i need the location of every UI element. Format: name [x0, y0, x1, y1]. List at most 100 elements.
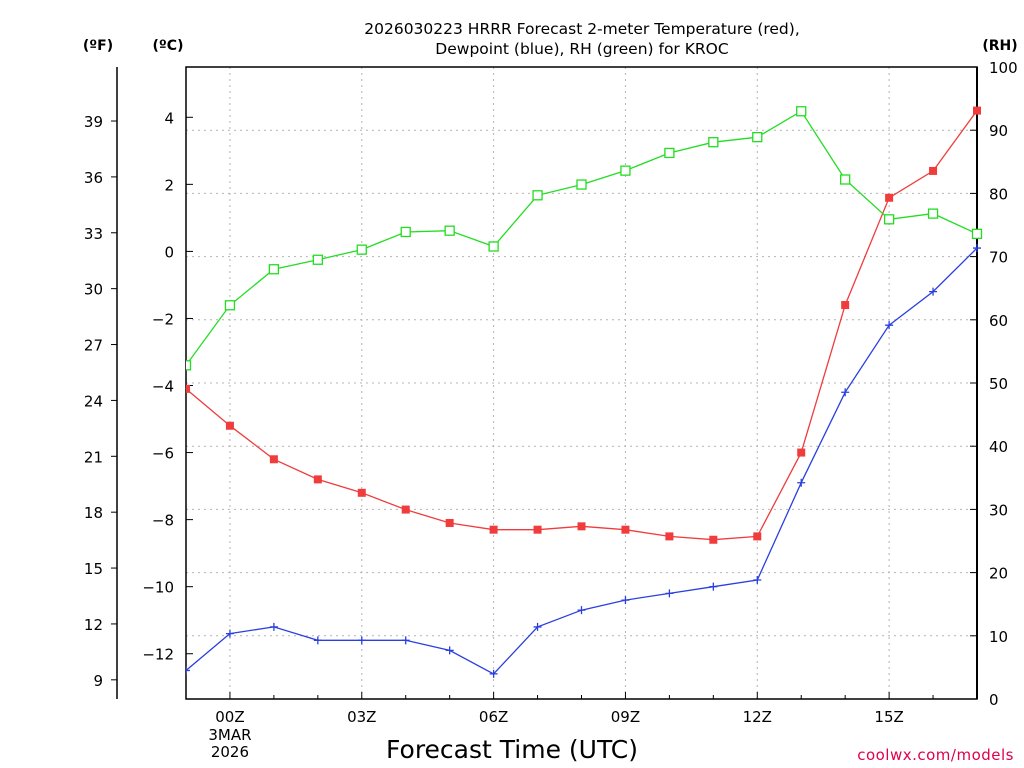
data-point [973, 106, 981, 115]
data-point [797, 478, 806, 487]
x-axis-label: Forecast Time (UTC) [386, 735, 638, 764]
data-point [841, 301, 850, 310]
rh-tick-label: 60 [989, 312, 1008, 330]
credit-text: coolwx.com/models [857, 746, 1014, 764]
chart-title-line-1: 2026030223 HRRR Forecast 2-meter Tempera… [364, 20, 800, 38]
data-point [929, 166, 938, 175]
data-point [269, 622, 278, 631]
data-point [665, 589, 674, 598]
data-point [885, 321, 894, 330]
data-point [577, 606, 586, 615]
data-point [973, 244, 981, 253]
data-point [312, 254, 323, 265]
x-tick-label: 06Z [479, 708, 508, 726]
fahrenheit-tick-label: 30 [84, 281, 103, 299]
x-tick-label: 09Z [611, 708, 640, 726]
fahrenheit-tick-label: 39 [84, 113, 103, 131]
series-rh [186, 106, 983, 371]
rh-tick-label: 0 [989, 691, 999, 709]
data-point [927, 208, 939, 219]
rh-tick-label: 20 [989, 565, 1008, 583]
celsius-tick-label: −10 [142, 579, 174, 597]
rh-tick-label: 50 [989, 375, 1008, 393]
data-point [709, 582, 718, 591]
data-point [357, 488, 366, 497]
fahrenheit-tick-label: 12 [84, 616, 103, 634]
data-point [224, 300, 236, 311]
data-point [753, 532, 762, 541]
fahrenheit-tick-label: 15 [84, 560, 103, 578]
data-point [577, 522, 586, 531]
rh-tick-label: 90 [989, 122, 1008, 140]
fahrenheit-unit-label: (ºF) [83, 38, 113, 54]
fahrenheit-tick-label: 36 [84, 169, 103, 187]
x-tick-label: 15Z [874, 708, 903, 726]
data-point [621, 596, 630, 605]
celsius-tick-label: −8 [152, 512, 174, 530]
celsius-tick-label: −4 [152, 378, 174, 396]
data-point [971, 228, 983, 239]
data-point [709, 535, 718, 544]
fahrenheit-tick-label: 18 [84, 504, 103, 522]
fahrenheit-tick-label: 21 [84, 448, 103, 466]
data-point [841, 388, 850, 397]
data-point [533, 525, 542, 534]
data-point [186, 666, 190, 675]
data-point [753, 575, 762, 584]
celsius-unit-label: (ºC) [153, 38, 184, 54]
chart-title-line-2: Dewpoint (blue), RH (green) for KROC [435, 40, 728, 58]
x-tick-label: 00Z [215, 708, 244, 726]
data-point [401, 505, 410, 514]
celsius-tick-label: 0 [164, 243, 174, 261]
data-point [533, 622, 542, 631]
data-point [489, 669, 498, 678]
x-tick-label: 12Z [743, 708, 772, 726]
series-dewpoint [186, 244, 981, 678]
data-point [883, 214, 895, 225]
data-point [532, 190, 543, 201]
data-point [665, 532, 674, 541]
grid-lines [186, 67, 977, 699]
rh-tick-label: 40 [989, 438, 1008, 456]
fahrenheit-tick-label: 33 [84, 225, 103, 243]
data-series [186, 106, 983, 678]
data-point [488, 241, 499, 252]
celsius-tick-label: −6 [152, 445, 174, 463]
data-point [313, 636, 322, 645]
celsius-tick-label: 4 [164, 109, 174, 127]
data-point [186, 384, 190, 393]
fahrenheit-tick-label: 9 [93, 672, 103, 690]
data-point [489, 525, 498, 534]
data-point [796, 106, 807, 117]
fahrenheit-tick-label: 24 [84, 392, 103, 410]
celsius-tick-label: 2 [164, 176, 174, 194]
data-point [752, 132, 763, 143]
x-tick-sublabel: 3MAR [208, 726, 251, 744]
data-point [444, 225, 455, 236]
data-point [225, 421, 234, 430]
rh-tick-label: 80 [989, 185, 1008, 203]
data-point [576, 179, 587, 190]
rh-tick-label: 70 [989, 249, 1008, 267]
rh-tick-label: 30 [989, 501, 1008, 519]
data-point [929, 287, 938, 296]
series-line [186, 110, 978, 366]
rh-tick-label: 10 [989, 628, 1008, 646]
data-point [620, 165, 631, 176]
data-point [708, 137, 719, 148]
data-point [664, 147, 675, 159]
data-point [885, 193, 894, 202]
series-2-meter-temperature [186, 106, 981, 544]
data-point [269, 455, 278, 464]
rh-tick-label: 100 [989, 59, 1018, 77]
celsius-tick-label: −2 [152, 310, 174, 328]
fahrenheit-tick-label: 27 [84, 337, 103, 355]
data-point [268, 264, 280, 275]
data-point [445, 646, 454, 655]
celsius-tick-label: −12 [142, 646, 174, 664]
data-point [225, 629, 234, 638]
data-point [313, 475, 322, 484]
data-point [797, 448, 806, 457]
data-point [400, 226, 411, 238]
